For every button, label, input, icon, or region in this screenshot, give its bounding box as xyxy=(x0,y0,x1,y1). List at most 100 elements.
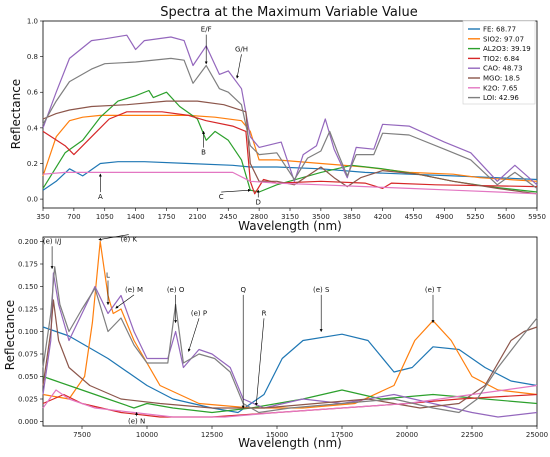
series-line xyxy=(42,375,538,414)
top-chart: 350 700 1050 1400 1750 2100 2450 2800 3150 3500 38… xyxy=(9,18,546,234)
top-y-axis-label: Reflectance xyxy=(9,79,23,149)
y-tick-label: 0.000 xyxy=(18,418,38,426)
y-tick-label: 0.4 xyxy=(27,124,39,132)
annotation-label: (e) S xyxy=(313,286,330,294)
x-tick-label: 15000 xyxy=(266,431,288,439)
annotation-label: C xyxy=(219,193,224,201)
x-tick-label: 4550 xyxy=(405,213,423,221)
x-tick-label: 5950 xyxy=(528,213,546,221)
series-line xyxy=(42,34,538,186)
annotation-label: E/F xyxy=(201,26,212,34)
y-tick-label: 0.2 xyxy=(27,160,38,168)
bottom-chart: 7500 10000 12500 15000 17500 20000 22500 25000 … xyxy=(3,234,548,450)
annotation-label: A xyxy=(98,193,103,201)
x-tick-label: 25000 xyxy=(526,431,548,439)
x-tick-label: 700 xyxy=(67,213,80,221)
y-tick-label: 0.0 xyxy=(27,196,38,204)
x-tick-label: 3500 xyxy=(312,213,330,221)
bottom-y-ticks: 0.000 0.025 0.050 0.075 0.100 0.125 0.150 0.175… xyxy=(18,238,43,426)
annotation-label: (e) O xyxy=(167,286,185,294)
annotation-label: D xyxy=(256,198,261,206)
series-line xyxy=(42,384,538,418)
annotation-arrow xyxy=(187,318,200,352)
y-tick-label: 0.075 xyxy=(18,351,38,359)
x-tick-label: 4900 xyxy=(435,213,453,221)
y-tick-label: 0.025 xyxy=(18,396,38,404)
legend-entry: MGO: 18.5 xyxy=(483,75,520,83)
y-tick-label: 0.175 xyxy=(18,261,38,269)
x-tick-label: 20000 xyxy=(396,431,418,439)
bottom-series-group xyxy=(42,240,538,418)
series-line xyxy=(42,299,538,409)
x-tick-label: 5250 xyxy=(466,213,484,221)
bottom-x-ticks: 7500 10000 12500 15000 17500 20000 22500 25000 xyxy=(73,426,548,439)
top-y-ticks: 0.0 0.2 0.4 0.6 0.8 1.0 xyxy=(27,18,43,204)
annotation-label: L xyxy=(106,272,110,280)
legend-entry: LOI: 42.96 xyxy=(483,94,519,102)
x-tick-label: 2100 xyxy=(188,213,206,221)
y-tick-label: 0.200 xyxy=(18,238,38,246)
y-tick-label: 0.6 xyxy=(27,89,39,97)
y-tick-label: 0.050 xyxy=(18,373,38,381)
annotation-arrow xyxy=(221,188,251,193)
x-tick-label: 1050 xyxy=(96,213,114,221)
series-line xyxy=(42,114,538,182)
top-x-axis-label: Wavelength (nm) xyxy=(238,219,342,233)
y-tick-label: 0.100 xyxy=(18,328,38,336)
x-tick-label: 1400 xyxy=(127,213,145,221)
series-line xyxy=(42,240,538,409)
series-line xyxy=(42,57,538,189)
y-tick-label: 0.8 xyxy=(27,53,38,61)
annotation-label: (e) M xyxy=(125,286,143,294)
x-tick-label: 22500 xyxy=(461,431,483,439)
legend-entry: CAO: 48.73 xyxy=(483,65,523,73)
series-line xyxy=(42,161,538,191)
x-tick-label: 3150 xyxy=(281,213,299,221)
top-series-group xyxy=(42,34,538,195)
annotation-label: (e) K xyxy=(121,236,138,244)
top-x-ticks: 350 700 1050 1400 1750 2100 2450 2800 3150 3500 38… xyxy=(36,208,546,221)
chart-title: Spectra at the Maximum Variable Value xyxy=(160,5,418,20)
x-tick-label: 12500 xyxy=(201,431,223,439)
x-tick-label: 10000 xyxy=(136,431,158,439)
series-line xyxy=(42,326,538,414)
series-line xyxy=(42,171,538,195)
annotation-label: (e) N xyxy=(128,417,145,425)
legend-entry: K2O: 7.65 xyxy=(483,84,518,92)
annotation-label: B xyxy=(201,149,206,157)
x-tick-label: 5600 xyxy=(497,213,515,221)
x-tick-label: 17500 xyxy=(331,431,353,439)
annotation-label: (e) I/J xyxy=(43,237,61,245)
annotation-arrow xyxy=(115,294,135,309)
x-tick-label: 3850 xyxy=(343,213,361,221)
annotation-arrow xyxy=(236,54,242,79)
y-tick-label: 0.125 xyxy=(18,306,38,314)
legend-entry: SIO2: 97.07 xyxy=(483,35,524,43)
x-tick-label: 2450 xyxy=(219,213,237,221)
y-tick-label: 0.150 xyxy=(18,283,38,291)
legend-entry: AL2O3: 39.19 xyxy=(483,45,531,53)
annotation-label: (e) P xyxy=(191,309,207,317)
bottom-x-axis-label: Wavelength (nm) xyxy=(238,436,342,450)
legend-entry: FE: 68.77 xyxy=(483,26,516,34)
x-tick-label: 2800 xyxy=(250,213,268,221)
series-line xyxy=(42,272,538,418)
x-tick-label: 4200 xyxy=(374,213,392,221)
legend-entry: TIO2: 6.84 xyxy=(482,55,520,63)
y-tick-label: 1.0 xyxy=(27,18,38,26)
x-tick-label: 7500 xyxy=(73,431,91,439)
x-tick-label: 350 xyxy=(36,213,49,221)
annotation-label: (e) T xyxy=(425,286,442,294)
annotation-label: R xyxy=(262,309,267,317)
x-tick-label: 1750 xyxy=(158,213,176,221)
bottom-y-axis-label: Reflectance xyxy=(3,300,17,370)
annotation-arrow xyxy=(254,318,265,406)
annotation-label: Q xyxy=(240,286,246,294)
series-line xyxy=(42,89,538,193)
legend-box xyxy=(462,20,536,105)
top-annotations: A B C D E/F G/H xyxy=(98,26,261,207)
annotation-label: G/H xyxy=(235,45,248,53)
series-line xyxy=(42,266,538,414)
